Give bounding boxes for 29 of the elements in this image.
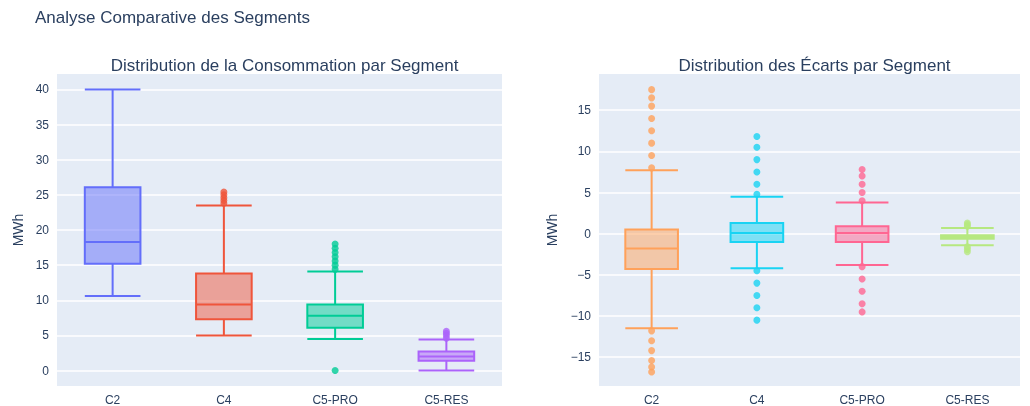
y-tick-label: 10 bbox=[577, 144, 592, 159]
y-axis-title: MWh bbox=[544, 213, 560, 247]
y-tick-label: 5 bbox=[584, 185, 592, 200]
y-tick-label: 30 bbox=[35, 152, 50, 167]
y-tick-label: 0 bbox=[42, 363, 50, 378]
x-tick-label: C5-PRO bbox=[312, 393, 358, 406]
y-tick-label: −10 bbox=[570, 309, 592, 324]
chart-title: Distribution de la Consommation par Segment bbox=[110, 56, 459, 75]
y-tick-label: 15 bbox=[577, 103, 592, 118]
y-tick-label: −15 bbox=[570, 350, 592, 365]
y-tick-label: 35 bbox=[35, 117, 50, 132]
y-tick-label: 20 bbox=[35, 223, 50, 237]
text: Analyse Comparative des Segments bbox=[35, 8, 310, 28]
y-tick-label: 5 bbox=[42, 328, 50, 343]
y-tick-label: 15 bbox=[35, 258, 50, 273]
x-tick-label: C5-PRO bbox=[839, 393, 885, 406]
x-tick-label: C2 bbox=[643, 393, 660, 406]
x-tick-label: C5-RES bbox=[424, 393, 469, 406]
x-tick-label: C4 bbox=[749, 393, 765, 406]
x-tick-label: C4 bbox=[216, 393, 232, 406]
y-tick-label: 40 bbox=[35, 82, 50, 97]
x-tick-label: C5-RES bbox=[945, 393, 990, 406]
x-tick-label: C2 bbox=[104, 393, 121, 406]
y-tick-label: 0 bbox=[584, 226, 592, 241]
y-tick-label: −5 bbox=[577, 267, 592, 282]
y-axis-title: MWh bbox=[9, 213, 26, 247]
y-tick-label: 25 bbox=[35, 187, 50, 202]
chart-title: Distribution des Écarts par Segment bbox=[678, 56, 951, 75]
y-tick-label: 10 bbox=[35, 293, 50, 308]
